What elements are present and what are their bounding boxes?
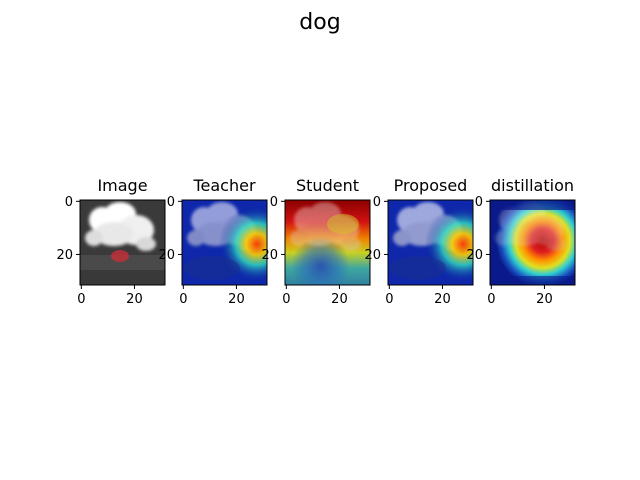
ytick-label-image-20: 20 bbox=[56, 248, 73, 263]
xtick-label-distillation-20: 20 bbox=[536, 292, 553, 307]
proposed-heatmap bbox=[388, 200, 473, 285]
student-heatmap bbox=[285, 200, 370, 285]
distillation-heatmap bbox=[490, 200, 575, 285]
panel-teacher: Teacher bbox=[181, 176, 268, 286]
panel-student: Student bbox=[284, 176, 371, 286]
image-raster bbox=[80, 200, 165, 285]
ytick-label-student-0: 0 bbox=[270, 195, 278, 210]
xtick-label-teacher-20: 20 bbox=[228, 292, 245, 307]
xtick-label-student-20: 20 bbox=[331, 292, 348, 307]
xtick-label-distillation-0: 0 bbox=[487, 292, 495, 307]
xtick-label-proposed-0: 0 bbox=[385, 292, 393, 307]
panel-title-distillation: distillation bbox=[491, 176, 574, 195]
figure-title: dog bbox=[299, 10, 340, 35]
ytick-label-teacher-20: 20 bbox=[158, 248, 175, 263]
panel-distillation: distillation bbox=[489, 176, 576, 286]
ytick-label-teacher-0: 0 bbox=[167, 195, 175, 210]
panel-image: Image bbox=[79, 176, 166, 286]
xtick-label-image-0: 0 bbox=[77, 292, 85, 307]
xtick-label-teacher-0: 0 bbox=[179, 292, 187, 307]
xtick-label-image-20: 20 bbox=[126, 292, 143, 307]
ytick-label-proposed-20: 20 bbox=[364, 248, 381, 263]
ytick-label-distillation-0: 0 bbox=[475, 195, 483, 210]
ytick-label-image-0: 0 bbox=[65, 195, 73, 210]
ytick-label-proposed-0: 0 bbox=[373, 195, 381, 210]
panel-title-proposed: Proposed bbox=[394, 176, 468, 195]
teacher-heatmap bbox=[182, 200, 267, 285]
xtick-label-student-0: 0 bbox=[282, 292, 290, 307]
ytick-label-student-20: 20 bbox=[261, 248, 278, 263]
panel-proposed: Proposed bbox=[387, 176, 474, 286]
panel-title-teacher: Teacher bbox=[192, 176, 255, 195]
panel-title-student: Student bbox=[296, 176, 359, 195]
axes-ticks: 0 20 0 20 0 20 0 20 0 20 0 20 0 20 0 20 0 20 0 20 bbox=[56, 195, 552, 307]
panel-title-image: Image bbox=[97, 176, 147, 195]
ytick-label-distillation-20: 20 bbox=[466, 248, 483, 263]
xtick-label-proposed-20: 20 bbox=[434, 292, 451, 307]
